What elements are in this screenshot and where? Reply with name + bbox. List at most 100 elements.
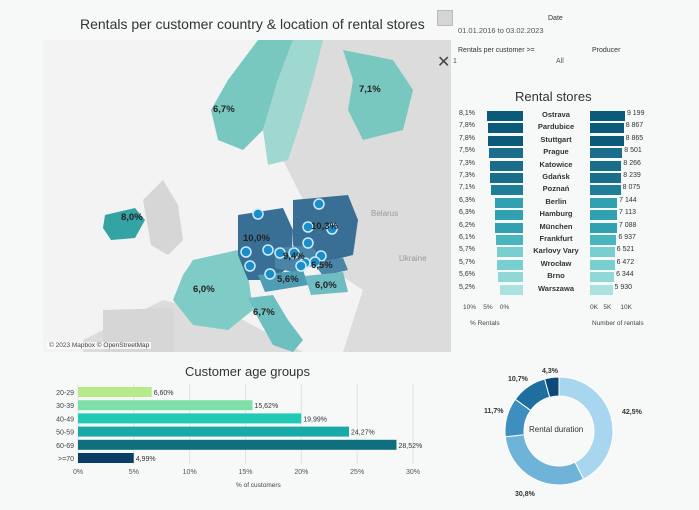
slice-label: 30,8% bbox=[515, 491, 536, 498]
store-name: Frankfurt bbox=[539, 234, 573, 243]
store-count-bar bbox=[590, 247, 615, 258]
store-pct-label: 6,3% bbox=[459, 196, 475, 204]
rental-store-row[interactable]: 6,1% Frankfurt 6 937 bbox=[453, 234, 693, 245]
store-pct-bar bbox=[486, 111, 523, 121]
store-pct-bar bbox=[494, 210, 523, 221]
country-france bbox=[173, 250, 253, 330]
store-count-label: 7 144 bbox=[619, 196, 637, 204]
store-pct-label: 5,7% bbox=[459, 258, 475, 266]
store-marker bbox=[302, 237, 314, 249]
donut-slice[interactable] bbox=[558, 376, 614, 480]
tick-label: 0K bbox=[590, 304, 598, 311]
store-name: München bbox=[539, 221, 573, 231]
store-marker bbox=[264, 268, 276, 280]
rental-store-row[interactable]: 7,1% Poznań 8 075 bbox=[453, 184, 693, 196]
producer-filter-value[interactable]: All bbox=[556, 58, 564, 65]
europe-map[interactable]: 6,7% 7,1% 8,0% 10,0% 10,3% 9,4% 6,5% 5,6… bbox=[43, 40, 451, 352]
store-pct-bar bbox=[489, 148, 523, 159]
rental-store-row[interactable]: 5,7% Wrocław 6 472 bbox=[453, 259, 693, 270]
store-count-bar bbox=[590, 123, 624, 134]
country-sweden bbox=[263, 40, 323, 165]
store-pct-label: 5,7% bbox=[459, 246, 475, 254]
store-marker bbox=[313, 198, 325, 210]
rentals-filter-value[interactable]: 1 bbox=[453, 58, 457, 65]
store-pct-bar bbox=[490, 173, 523, 183]
store-count-label: 7 113 bbox=[619, 209, 637, 217]
close-icon[interactable]: ✕ bbox=[437, 54, 451, 71]
store-marker bbox=[244, 260, 256, 272]
store-count-label: 5 930 bbox=[614, 283, 633, 291]
rental-store-row[interactable]: 7,3% Katowice 8 266 bbox=[453, 160, 693, 171]
clear-selection-icon[interactable] bbox=[437, 10, 453, 26]
store-marker bbox=[326, 223, 338, 235]
store-pct-bar bbox=[495, 235, 523, 245]
store-count-bar bbox=[590, 235, 617, 245]
x-tick-label: 20% bbox=[294, 469, 308, 476]
country-slovakia bbox=[313, 258, 348, 276]
store-pct-label: 6,3% bbox=[459, 209, 475, 217]
store-count-label: 7 088 bbox=[618, 221, 637, 229]
rental-store-row[interactable]: 8,1% Ostrava 9 199 bbox=[453, 110, 693, 121]
donut-slice[interactable] bbox=[504, 434, 585, 486]
label-czechia: 9,4% bbox=[283, 251, 305, 262]
label-france: 6,0% bbox=[193, 284, 215, 295]
rental-store-row[interactable]: 5,2% Warszawa 5 930 bbox=[453, 284, 693, 295]
store-name: Prague bbox=[543, 147, 569, 157]
store-pct-label: 7,3% bbox=[459, 159, 475, 167]
rental-store-row[interactable]: 5,6% Brno 6 344 bbox=[453, 271, 693, 283]
age-chart-title: Customer age groups bbox=[185, 364, 311, 379]
bar-value-label: 19,99% bbox=[303, 416, 327, 423]
store-pct-label: 7,8% bbox=[459, 134, 475, 142]
rs-left-ticks: 10% 5% 0% bbox=[463, 304, 523, 311]
age-bar[interactable] bbox=[78, 413, 302, 424]
store-name: Ostrava bbox=[542, 110, 570, 119]
store-pct-bar bbox=[497, 272, 523, 283]
age-bar[interactable] bbox=[78, 439, 397, 450]
category-label: 40-49 bbox=[56, 416, 74, 423]
label-ireland: 8,0% bbox=[121, 212, 143, 223]
x-tick-label: 30% bbox=[406, 469, 420, 476]
rental-store-row[interactable]: 7,3% Gdańsk 8 239 bbox=[453, 172, 693, 183]
label-poland: 10,3% bbox=[311, 221, 338, 232]
age-bar[interactable] bbox=[78, 453, 134, 463]
store-name: Stuttgart bbox=[540, 134, 572, 144]
bar-value-label: 4,99% bbox=[136, 456, 156, 463]
rental-stores-title: Rental stores bbox=[515, 89, 592, 104]
country-italy bbox=[248, 295, 303, 352]
store-pct-bar bbox=[499, 284, 523, 295]
bar-value-label: 28,52% bbox=[398, 443, 422, 450]
bar-value-label: 24,27% bbox=[351, 430, 375, 437]
donut-slice[interactable] bbox=[543, 376, 560, 398]
rental-store-row[interactable]: 5,7% Karlovy Vary 6 521 bbox=[453, 246, 693, 258]
rental-store-row[interactable]: 6,3% Berlin 7 144 bbox=[453, 197, 693, 208]
store-pct-label: 5,2% bbox=[459, 283, 475, 291]
age-bar[interactable] bbox=[78, 426, 350, 437]
category-label: 50-59 bbox=[56, 430, 74, 437]
store-count-label: 8 865 bbox=[625, 134, 644, 142]
rental-store-row[interactable]: 6,2% München 7 088 bbox=[453, 222, 693, 233]
rental-store-row[interactable]: 7,8% Stuttgart 8 865 bbox=[453, 135, 693, 146]
store-name: Warszawa bbox=[538, 283, 574, 293]
store-count-bar bbox=[590, 185, 621, 196]
store-pct-bar bbox=[490, 160, 523, 171]
store-pct-label: 7,8% bbox=[459, 122, 475, 130]
rental-store-row[interactable]: 7,5% Prague 8 501 bbox=[453, 147, 693, 159]
category-label: >=70 bbox=[58, 456, 74, 463]
tick-label: 5% bbox=[483, 304, 493, 311]
store-marker bbox=[309, 256, 321, 268]
store-marker bbox=[252, 208, 264, 220]
age-bar[interactable] bbox=[78, 400, 253, 411]
rental-store-row[interactable]: 7,8% Pardubice 8 867 bbox=[453, 122, 693, 134]
label-ukraine: Ukraine bbox=[399, 254, 427, 263]
store-name: Karlovy Vary bbox=[533, 246, 579, 256]
store-count-bar bbox=[590, 210, 618, 221]
store-count-bar bbox=[590, 111, 625, 121]
store-name: Berlin bbox=[545, 196, 567, 206]
x-tick-label: 10% bbox=[183, 469, 197, 476]
date-filter-value[interactable]: 01.01.2016 to 03.02.2023 bbox=[458, 26, 544, 35]
store-name: Katowice bbox=[539, 159, 573, 169]
age-bar[interactable] bbox=[78, 387, 152, 397]
rs-left-axis-label: % Rentals bbox=[470, 320, 500, 327]
rental-store-row[interactable]: 6,3% Hamburg 7 113 bbox=[453, 209, 693, 221]
donut-center-label: Rental duration bbox=[529, 425, 584, 434]
